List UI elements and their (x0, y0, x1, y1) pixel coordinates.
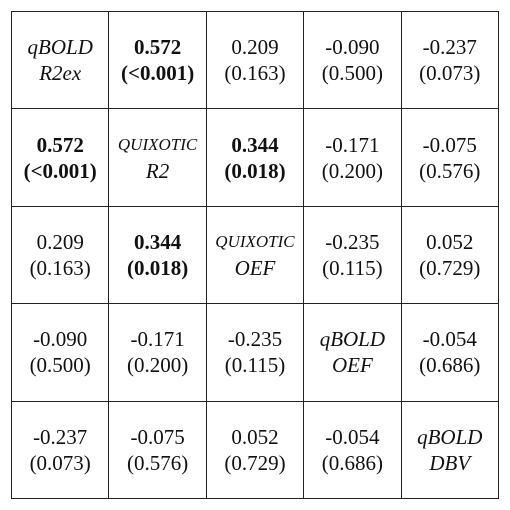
correlation-coefficient: 0.209 (36, 229, 84, 254)
p-value: (0.200) (126, 353, 189, 378)
p-value: (0.115) (322, 255, 383, 280)
correlation-coefficient: -0.237 (33, 424, 88, 449)
correlation-cell: 0.209 (0.163) (205, 10, 305, 110)
correlation-coefficient: 0.344 (231, 132, 279, 157)
correlation-coefficient: -0.054 (422, 327, 477, 352)
correlation-cell: 0.052 (0.729) (205, 400, 305, 500)
diagonal-variable-label: qBOLD R2ex (10, 10, 110, 110)
p-value: (0.500) (29, 353, 91, 378)
diagonal-variable-label: QUIXOTIC OEF (205, 205, 305, 305)
variable-label-line1: QUIXOTIC (215, 231, 295, 251)
p-value: (0.073) (419, 61, 481, 86)
correlation-coefficient: -0.054 (325, 424, 380, 449)
p-value: (0.500) (321, 61, 383, 86)
correlation-coefficient: -0.171 (325, 132, 380, 157)
p-value: (0.686) (419, 353, 481, 378)
correlation-coefficient: -0.090 (325, 35, 380, 60)
correlation-coefficient: -0.235 (325, 229, 380, 254)
correlation-matrix-body: qBOLD R2ex 0.572 (<0.001) 0.209 (0.163) -0.090… (10, 10, 500, 500)
p-value: (0.576) (126, 450, 189, 475)
diagonal-variable-label: qBOLD OEF (303, 303, 402, 402)
matrix-row: 0.572 (<0.001) QUIXOTIC R2 0.344 (0.018) -0.17… (10, 108, 500, 207)
correlation-cell: -0.237 (0.073) (10, 400, 110, 500)
p-value: (0.115) (224, 353, 286, 378)
correlation-cell: -0.054 (0.686) (303, 400, 402, 500)
correlation-cell: 0.344 (0.018) (108, 205, 207, 305)
p-value: (0.163) (29, 255, 91, 280)
correlation-cell: 0.572 (<0.001) (108, 10, 207, 110)
variable-label-line1: qBOLD (319, 327, 386, 352)
correlation-coefficient: -0.075 (422, 132, 477, 157)
correlation-coefficient: 0.344 (133, 229, 182, 254)
p-value: (0.073) (29, 450, 91, 475)
correlation-cell: -0.171 (0.200) (303, 108, 402, 207)
variable-label-line1: QUIXOTIC (117, 134, 198, 154)
correlation-cell: -0.235 (0.115) (303, 205, 402, 305)
variable-label-line1: qBOLD (27, 35, 93, 60)
correlation-cell: -0.171 (0.200) (108, 303, 207, 402)
correlation-matrix-table: qBOLD R2ex 0.572 (<0.001) 0.209 (0.163) -0.090… (10, 10, 500, 500)
p-value: (0.018) (224, 158, 286, 183)
variable-label-line2: OEF (331, 353, 373, 378)
correlation-coefficient: -0.237 (422, 35, 477, 60)
p-value: (0.018) (126, 255, 189, 280)
variable-label-line2: R2 (145, 158, 170, 183)
correlation-cell: -0.075 (0.576) (108, 400, 207, 500)
matrix-row: -0.090 (0.500) -0.171 (0.200) -0.235 (0.115) q… (10, 303, 500, 402)
correlation-cell: -0.075 (0.576) (400, 108, 500, 207)
p-value: (0.576) (419, 158, 481, 183)
p-value: (0.200) (321, 158, 383, 183)
variable-label-line2: OEF (234, 255, 276, 280)
p-value: (0.729) (419, 255, 481, 280)
matrix-row: -0.237 (0.073) -0.075 (0.576) 0.052 (0.729) -0… (10, 400, 500, 500)
correlation-cell: -0.054 (0.686) (400, 303, 500, 402)
correlation-coefficient: 0.209 (231, 35, 279, 60)
correlation-coefficient: 0.052 (426, 229, 474, 254)
correlation-cell: -0.090 (0.500) (303, 10, 402, 110)
correlation-coefficient: -0.090 (33, 327, 88, 352)
correlation-cell: 0.052 (0.729) (400, 205, 500, 305)
p-value: (0.163) (224, 61, 286, 86)
correlation-coefficient: 0.052 (231, 424, 279, 449)
correlation-cell: 0.572 (<0.001) (10, 108, 110, 207)
variable-label-line2: DBV (429, 450, 471, 475)
correlation-cell: 0.209 (0.163) (10, 205, 110, 305)
variable-label-line2: R2ex (39, 61, 82, 86)
diagonal-variable-label: QUIXOTIC R2 (108, 108, 207, 207)
p-value: (0.729) (224, 450, 286, 475)
matrix-row: qBOLD R2ex 0.572 (<0.001) 0.209 (0.163) -0.090… (10, 10, 500, 110)
correlation-cell: -0.090 (0.500) (10, 303, 110, 402)
correlation-cell: -0.235 (0.115) (205, 303, 305, 402)
correlation-coefficient: -0.171 (130, 327, 185, 352)
correlation-coefficient: 0.572 (36, 132, 84, 157)
matrix-row: 0.209 (0.163) 0.344 (0.018) QUIXOTIC OEF -0.23… (10, 205, 500, 305)
p-value: (0.686) (321, 450, 383, 475)
diagonal-variable-label: qBOLD DBV (400, 400, 500, 500)
variable-label-line1: qBOLD (417, 424, 483, 449)
correlation-coefficient: 0.572 (133, 35, 182, 60)
p-value: (<0.001) (120, 61, 195, 86)
correlation-coefficient: -0.075 (130, 424, 185, 449)
correlation-coefficient: -0.235 (227, 327, 283, 352)
correlation-cell: -0.237 (0.073) (400, 10, 500, 110)
correlation-cell: 0.344 (0.018) (205, 108, 305, 207)
p-value: (<0.001) (23, 158, 97, 183)
